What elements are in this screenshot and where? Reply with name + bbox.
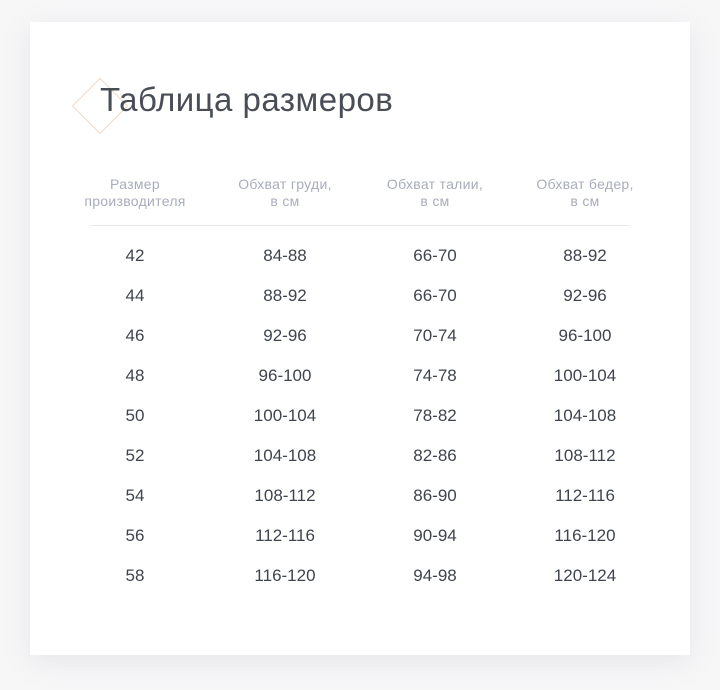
table-cell: 46 bbox=[125, 326, 145, 345]
table-cell: 88-92 bbox=[563, 246, 607, 265]
table-header-row: Размер производителя Обхват груди, в см Обхв… bbox=[60, 176, 660, 236]
column-header-line: Обхват груди, bbox=[238, 176, 332, 192]
table-cell: 44 bbox=[125, 286, 145, 305]
table-row: 52 104-108 82-86 108-112 bbox=[60, 436, 660, 476]
table-cell: 100-104 bbox=[553, 366, 617, 385]
table-cell: 58 bbox=[125, 566, 145, 585]
table-cell: 84-88 bbox=[263, 246, 307, 265]
page-title: Таблица размеров bbox=[100, 81, 394, 118]
table-cell: 54 bbox=[125, 486, 145, 505]
table-cell: 112-116 bbox=[255, 526, 315, 545]
size-table-card: Таблица размеров Размер производителя Обхв… bbox=[30, 22, 690, 655]
table-cell: 86-90 bbox=[413, 486, 457, 505]
table-cell: 56 bbox=[125, 526, 145, 545]
column-header-line: в см bbox=[270, 193, 300, 209]
table-cell: 94-98 bbox=[413, 566, 457, 585]
table-cell: 92-96 bbox=[563, 286, 607, 305]
table-row: 54 108-112 86-90 112-116 bbox=[60, 476, 660, 516]
table-row: 42 84-88 66-70 88-92 bbox=[60, 236, 660, 276]
size-table: Размер производителя Обхват груди, в см Обхв… bbox=[60, 176, 660, 596]
column-header: Размер производителя bbox=[60, 176, 210, 236]
header-separator bbox=[90, 225, 630, 226]
table-cell: 88-92 bbox=[263, 286, 307, 305]
table-row: 56 112-116 90-94 116-120 bbox=[60, 516, 660, 556]
table-row: 48 96-100 74-78 100-104 bbox=[60, 356, 660, 396]
table-cell: 116-120 bbox=[254, 566, 316, 585]
table-cell: 48 bbox=[125, 366, 145, 385]
table-cell: 108-112 bbox=[254, 486, 316, 505]
title-block: Таблица размеров bbox=[71, 77, 690, 135]
table-cell: 104-108 bbox=[553, 406, 617, 425]
table-cell: 116-120 bbox=[554, 526, 616, 545]
table-cell: 112-116 bbox=[555, 486, 615, 505]
column-header-line: Обхват талии, bbox=[386, 176, 484, 192]
column-header-line: в см bbox=[570, 193, 600, 209]
table-row: 50 100-104 78-82 104-108 bbox=[60, 396, 660, 436]
column-header: Обхват талии, в см bbox=[360, 176, 510, 236]
table-cell: 90-94 bbox=[413, 526, 457, 545]
column-header-line: Размер bbox=[110, 176, 160, 192]
column-header-line: в см bbox=[420, 193, 450, 209]
table-cell: 108-112 bbox=[554, 446, 616, 465]
table-row: 58 116-120 94-98 120-124 bbox=[60, 556, 660, 596]
table-cell: 104-108 bbox=[253, 446, 317, 465]
table-cell: 66-70 bbox=[413, 246, 457, 265]
column-header: Обхват груди, в см bbox=[210, 176, 360, 236]
table-cell: 74-78 bbox=[413, 366, 457, 385]
table-cell: 92-96 bbox=[263, 326, 307, 345]
table-cell: 52 bbox=[125, 446, 145, 465]
table-row: 46 92-96 70-74 96-100 bbox=[60, 316, 660, 356]
table-cell: 50 bbox=[125, 406, 145, 425]
table-row: 44 88-92 66-70 92-96 bbox=[60, 276, 660, 316]
table-cell: 66-70 bbox=[413, 286, 457, 305]
column-header-line: Обхват бедер, bbox=[536, 176, 634, 192]
table-header: Размер производителя Обхват груди, в см Обхв… bbox=[60, 176, 660, 236]
table-cell: 96-100 bbox=[258, 366, 312, 385]
table-cell: 78-82 bbox=[413, 406, 457, 425]
column-header-line: производителя bbox=[84, 193, 186, 209]
table-cell: 100-104 bbox=[253, 406, 317, 425]
table-cell: 96-100 bbox=[558, 326, 612, 345]
column-header: Обхват бедер, в см bbox=[510, 176, 660, 236]
table-cell: 42 bbox=[125, 246, 145, 265]
table-cell: 70-74 bbox=[413, 326, 457, 345]
table-cell: 120-124 bbox=[553, 566, 617, 585]
table-body: 42 84-88 66-70 88-92 44 88-92 66-70 92-96 46 92-9… bbox=[60, 236, 660, 596]
table-cell: 82-86 bbox=[413, 446, 457, 465]
